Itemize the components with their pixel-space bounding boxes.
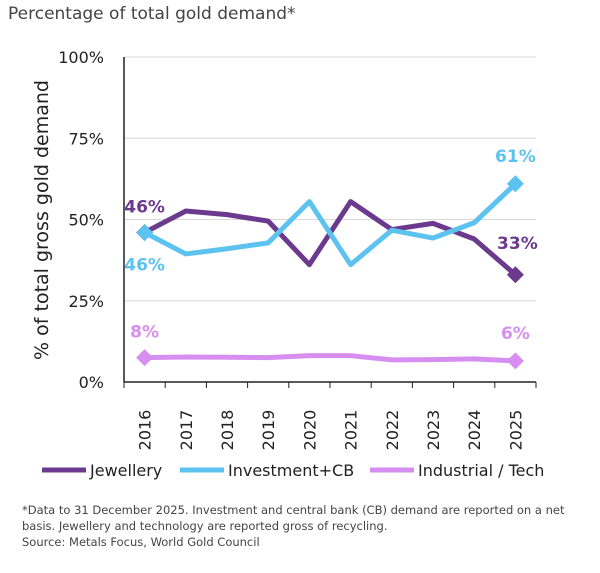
chart-title: Percentage of total gold demand* [8, 4, 296, 24]
legend-label: Industrial / Tech [418, 461, 544, 480]
y-tick-label: 50% [68, 211, 104, 230]
series-line-industrial-tech [144, 353, 516, 364]
series-line-jewellery [143, 199, 518, 277]
data-label: 61% [495, 147, 536, 167]
y-axis-label: % of total gross gold demand [31, 80, 53, 360]
y-tick-label: 0% [79, 373, 104, 392]
data-label: 8% [130, 323, 159, 343]
legend-label: Jewellery [89, 461, 162, 480]
x-tick-label: 2018 [218, 410, 237, 451]
data-label: 6% [501, 324, 530, 344]
x-tick-label: 2020 [300, 410, 319, 451]
data-point-marker [136, 349, 154, 367]
x-tick-label: 2019 [259, 410, 278, 451]
x-tick-label: 2021 [342, 410, 361, 451]
footnote-text: *Data to 31 December 2025. Investment an… [22, 503, 565, 533]
data-point-marker [506, 175, 524, 193]
x-tick-label: 2016 [136, 410, 155, 451]
x-tick-label: 2024 [465, 410, 484, 451]
legend-label: Investment+CB [228, 461, 354, 480]
y-tick-label: 25% [68, 292, 104, 311]
source-text: Source: Metals Focus, World Gold Council [22, 535, 260, 549]
series-line-investment-cb [143, 181, 518, 268]
data-label: 46% [124, 256, 165, 276]
data-label: 46% [124, 198, 165, 218]
y-tick-label: 75% [68, 129, 104, 148]
footnote: *Data to 31 December 2025. Investment an… [22, 502, 592, 550]
x-tick-label: 2025 [506, 410, 525, 451]
data-point-marker [506, 352, 524, 370]
x-tick-label: 2017 [177, 410, 196, 451]
y-tick-label: 100% [58, 48, 104, 67]
x-tick-label: 2023 [424, 410, 443, 451]
data-label: 33% [497, 234, 538, 254]
line-chart: 0% 25% 50% 75% 100% 2016 2017 2018 2019 2020 2021 2… [31, 48, 544, 480]
x-tick-label: 2022 [383, 410, 402, 451]
data-point-marker [136, 224, 154, 241]
